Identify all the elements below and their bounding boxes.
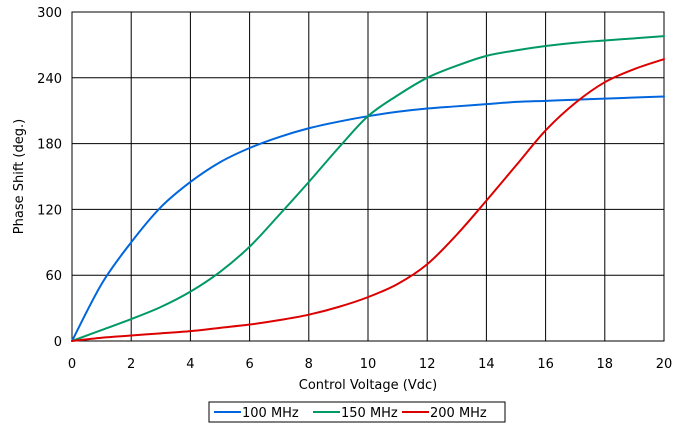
x-tick-label: 0 (68, 357, 76, 372)
x-tick-label: 20 (656, 357, 673, 372)
y-tick-label: 180 (37, 138, 62, 153)
y-axis-label: Phase Shift (deg.) (12, 119, 27, 234)
y-tick-label: 60 (45, 269, 62, 284)
legend-label: 100 MHz (242, 406, 299, 421)
x-axis-label: Control Voltage (Vdc) (299, 378, 437, 393)
y-tick-labels: 0 60 120 180 240 300 (37, 6, 62, 350)
grid-lines (71, 11, 665, 342)
legend-label: 200 MHz (430, 406, 487, 421)
series-line-150-mhz (71, 35, 665, 342)
legend: 100 MHz 150 MHz 200 MHz (208, 401, 506, 423)
x-tick-label: 14 (478, 357, 495, 372)
x-tick-label: 12 (419, 357, 436, 372)
series-line-200-mhz (71, 58, 665, 342)
x-tick-label: 18 (597, 357, 614, 372)
x-tick-label: 2 (127, 357, 135, 372)
legend-box (208, 401, 506, 423)
x-tick-labels: 0 2 4 6 8 10 12 14 16 18 20 (68, 357, 672, 372)
x-tick-label: 10 (360, 357, 377, 372)
y-tick-label: 120 (37, 203, 62, 218)
y-tick-label: 240 (37, 72, 62, 87)
y-tick-label: 0 (54, 335, 62, 350)
series-lines (71, 35, 665, 342)
x-tick-label: 16 (537, 357, 554, 372)
x-tick-label: 4 (186, 357, 194, 372)
x-tick-label: 6 (245, 357, 253, 372)
legend-label: 150 MHz (341, 406, 398, 421)
y-tick-label: 300 (37, 6, 62, 21)
x-tick-label: 8 (305, 357, 313, 372)
